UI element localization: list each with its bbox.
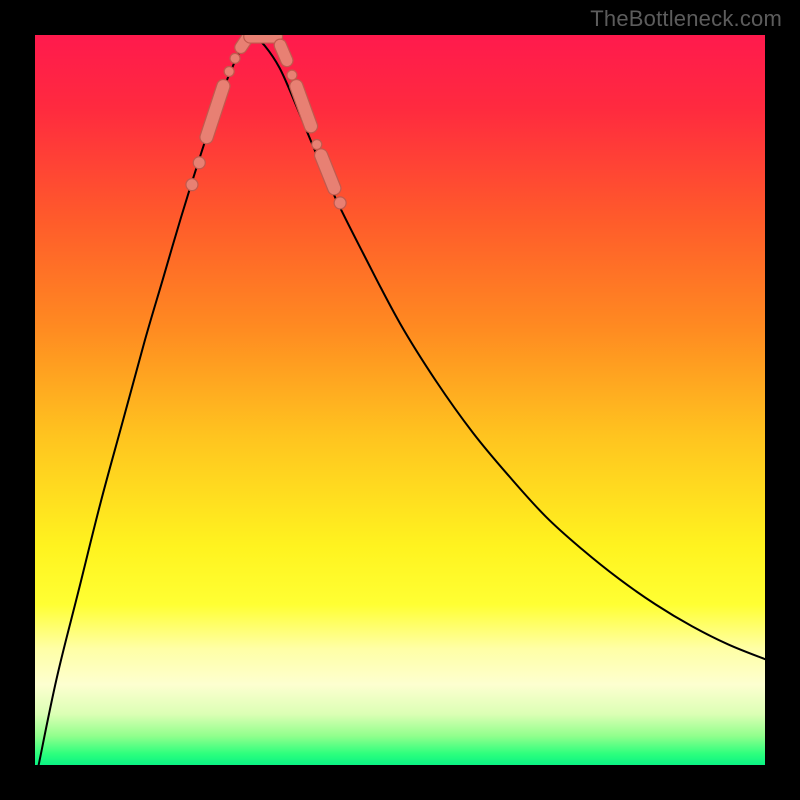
chart-frame: TheBottleneck.com [0, 0, 800, 800]
curve-marker-capsule [207, 86, 224, 137]
curve-marker-capsule [280, 45, 287, 60]
curve-marker-dot [186, 179, 198, 191]
curve-marker-dot [230, 53, 240, 63]
curve-marker-dot [193, 157, 205, 169]
bottleneck-curve-layer [35, 35, 765, 765]
curve-marker-dot [224, 67, 234, 77]
plot-area [35, 35, 765, 765]
curve-marker-capsule [296, 86, 311, 126]
curve-marker-dot [287, 70, 297, 80]
curve-marker-capsule [321, 155, 334, 188]
attribution-label: TheBottleneck.com [590, 6, 782, 32]
curve-marker-dot [334, 197, 346, 209]
curve-markers [186, 36, 346, 208]
bottleneck-curve-right [254, 36, 765, 659]
curve-marker-dot [312, 140, 322, 150]
bottleneck-curve-left [39, 36, 254, 765]
